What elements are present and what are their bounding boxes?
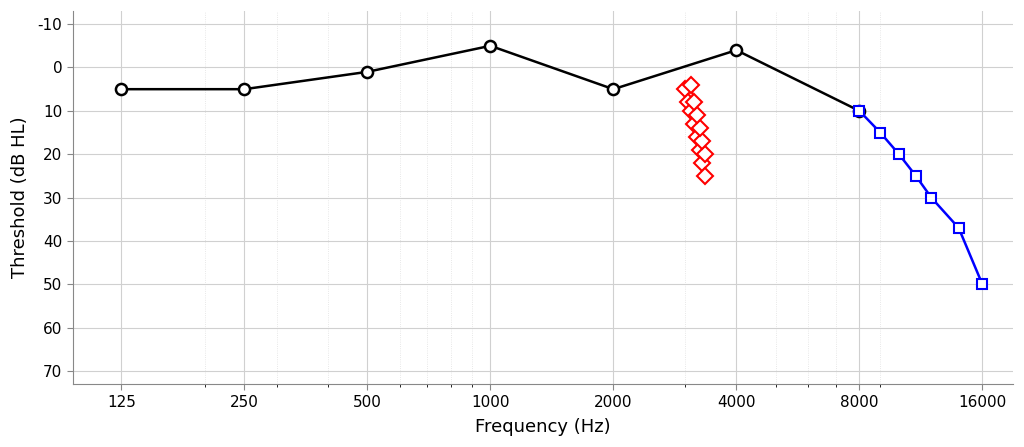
X-axis label: Frequency (Hz): Frequency (Hz) — [475, 418, 610, 436]
Y-axis label: Threshold (dB HL): Threshold (dB HL) — [11, 117, 29, 278]
